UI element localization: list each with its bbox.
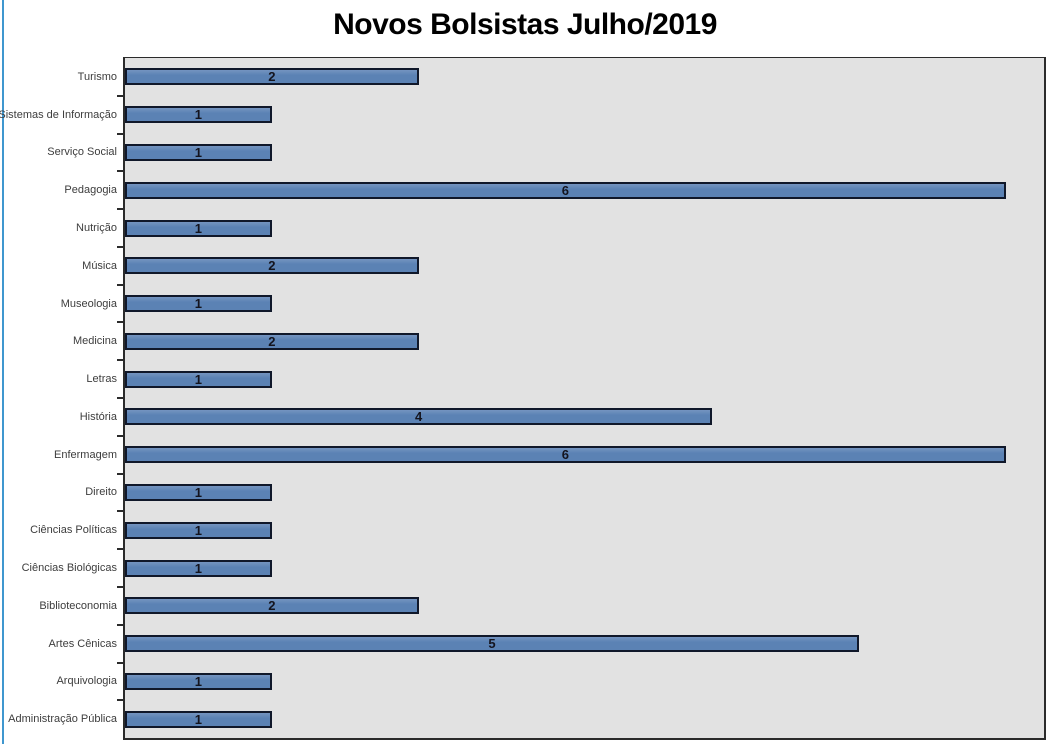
bar: 1 <box>125 143 272 161</box>
bar-row: Ciências Biológicas 1 <box>22 549 1044 588</box>
bar-row: Arquivologia 1 <box>56 663 1044 702</box>
category-label: Artes Cênicas <box>48 637 117 650</box>
category-label: Nutrição <box>76 222 117 235</box>
category-label: Serviço Social <box>47 146 117 159</box>
value-label: 1 <box>194 560 203 576</box>
bar: 1 <box>125 295 272 313</box>
bar-row: Ciências Políticas 1 <box>30 511 1044 550</box>
chart-title: Novos Bolsistas Julho/2019 <box>333 8 717 41</box>
value-label: 1 <box>194 673 203 689</box>
bar: 1 <box>125 710 272 728</box>
bar-row: Museologia 1 <box>61 285 1044 324</box>
value-label: 2 <box>268 258 276 274</box>
bar: 6 <box>125 181 1006 199</box>
category-label: Música <box>82 259 117 272</box>
bar: 2 <box>125 257 419 275</box>
category-label: Ciências Biológicas <box>21 562 117 575</box>
bar: 1 <box>125 370 272 388</box>
bar-row: Turismo 2 <box>78 58 1044 97</box>
value-label: 1 <box>194 711 203 727</box>
value-label: 1 <box>194 107 203 123</box>
category-label: Medicina <box>72 335 117 348</box>
bar-row: Sistemas de Informação 1 <box>0 96 1044 135</box>
value-label: 1 <box>194 144 203 160</box>
bar: 2 <box>125 68 419 86</box>
value-label: 6 <box>561 447 570 463</box>
bar-row: Biblioteconomia 2 <box>39 587 1044 626</box>
value-label: 6 <box>561 182 570 198</box>
value-label: 5 <box>488 636 496 652</box>
bar-row: História 4 <box>80 398 1044 437</box>
category-label: Biblioteconomia <box>39 599 117 612</box>
bar: 1 <box>125 521 272 539</box>
value-label: 1 <box>194 371 203 387</box>
chart-frame-left-border <box>2 0 4 744</box>
bar: 1 <box>125 483 272 501</box>
bar: 6 <box>125 446 1006 464</box>
bar-row: Música 2 <box>82 247 1044 286</box>
category-label: Museologia <box>60 297 117 310</box>
plot-area: Turismo 2 Sistemas de Informação 1 Serviço S… <box>0 57 1046 740</box>
value-label: 2 <box>268 598 276 614</box>
value-label: 2 <box>268 69 276 85</box>
value-label: 1 <box>194 296 203 312</box>
bar-row: Artes Cênicas 5 <box>49 625 1044 664</box>
bar: 2 <box>125 332 419 350</box>
bar-row: Medicina 2 <box>73 322 1044 362</box>
bar-row: Enfermagem 6 <box>54 436 1044 475</box>
category-label: Letras <box>86 373 117 386</box>
bar: 1 <box>125 219 272 237</box>
bar: 1 <box>125 559 272 577</box>
value-label: 4 <box>414 409 423 425</box>
category-label: Enfermagem <box>54 448 117 461</box>
bar-row: Pedagogia 6 <box>64 171 1044 210</box>
category-label: Turismo <box>77 70 117 83</box>
category-label: Ciências Políticas <box>30 524 117 537</box>
bar: 5 <box>125 635 860 653</box>
bar-row: Serviço Social 1 <box>47 134 1044 173</box>
category-label: Sistemas de Informação <box>0 108 117 121</box>
bar-row: Letras 1 <box>86 360 1044 399</box>
bar-row: Nutrição 1 <box>76 209 1044 248</box>
category-label: Administração Pública <box>8 713 117 726</box>
value-label: 1 <box>194 220 203 236</box>
bar: 1 <box>125 672 272 690</box>
category-label: Pedagogia <box>64 184 117 197</box>
bar-row: Direito 1 <box>85 474 1044 513</box>
bar: 4 <box>125 408 713 426</box>
bar: 2 <box>125 597 419 615</box>
value-label: 1 <box>194 522 203 538</box>
value-label: 2 <box>268 333 276 349</box>
bar-row: Administração Pública 1 <box>8 700 1044 738</box>
category-label: História <box>79 410 117 423</box>
bar: 1 <box>125 106 272 124</box>
value-label: 1 <box>194 484 203 500</box>
category-label: Direito <box>85 486 117 499</box>
category-label: Arquivologia <box>56 675 117 688</box>
